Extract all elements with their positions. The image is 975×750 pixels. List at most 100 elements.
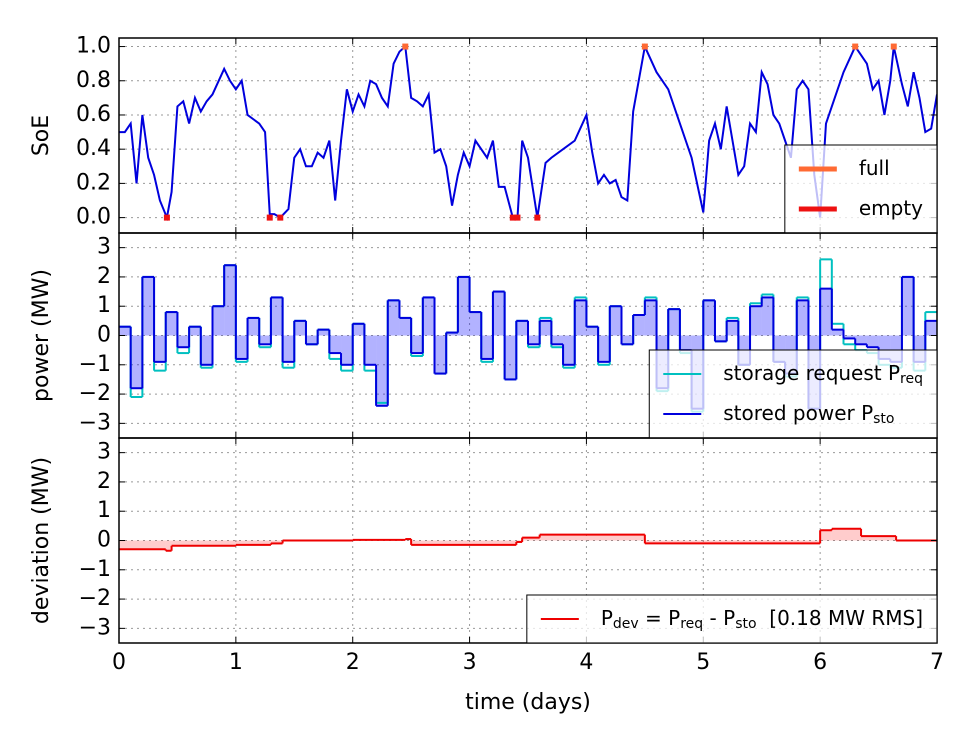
- marker: [514, 214, 521, 221]
- x-tick-label: 0: [112, 650, 126, 675]
- fill-area: [878, 335, 891, 359]
- fill-area: [189, 326, 201, 336]
- legend-box: [526, 594, 938, 644]
- y-tick-label: 2: [97, 469, 111, 494]
- marker: [852, 43, 859, 50]
- fill-area: [890, 335, 902, 362]
- fill-area: [539, 534, 645, 541]
- marker: [534, 214, 541, 221]
- fill-area: [773, 335, 786, 362]
- legend-box: [648, 349, 938, 439]
- x-tick-label: 7: [930, 650, 944, 675]
- fill-area: [212, 306, 225, 336]
- fill-area: [224, 265, 236, 336]
- legend: Pdev = Preq - Psto [0.18 MW RMS]: [526, 594, 938, 644]
- legend-text: storage request P: [723, 361, 900, 385]
- fill-area: [563, 335, 575, 365]
- fill-area: [305, 335, 318, 345]
- marker: [402, 43, 409, 50]
- fill-area: [831, 528, 862, 541]
- y-tick-label: −3: [79, 410, 111, 435]
- fill-area: [422, 297, 435, 336]
- legend-label: empty: [859, 196, 923, 220]
- fill-area: [913, 335, 926, 362]
- fill-area: [364, 335, 377, 365]
- fill-area: [446, 332, 458, 336]
- legend-label: storage request Preq: [723, 361, 923, 388]
- fill-area: [200, 335, 213, 365]
- x-tick-label: 3: [463, 650, 477, 675]
- fill-area: [726, 320, 739, 336]
- fill-area: [539, 320, 552, 336]
- y-tick-label: 0.6: [76, 102, 111, 127]
- y-axis-label: power (MW): [29, 269, 54, 402]
- y-tick-label: −1: [79, 557, 111, 582]
- legend-box: [784, 144, 938, 234]
- fill-area: [247, 317, 260, 336]
- fill-area: [352, 323, 365, 336]
- plot-area: [119, 38, 937, 233]
- legend-text-part: [0.18 MW RMS]: [757, 606, 923, 630]
- fill-area: [457, 276, 470, 336]
- fill-area: [843, 335, 856, 339]
- y-tick-label: 1.0: [76, 34, 111, 59]
- fill-area: [154, 335, 166, 362]
- fill-area: [270, 540, 283, 544]
- y-tick-label: 1: [97, 498, 111, 523]
- marker: [890, 43, 897, 50]
- y-tick-label: 0.8: [76, 68, 111, 93]
- fill-area: [492, 291, 505, 336]
- y-tick-label: −2: [79, 586, 111, 611]
- legend-text: full: [859, 156, 890, 180]
- fill-area: [165, 312, 178, 336]
- fill-area: [901, 276, 914, 336]
- fill-area: [574, 300, 587, 336]
- legend-subscript: req: [900, 371, 923, 387]
- y-axis-label: SoE: [29, 115, 54, 156]
- fill-area: [119, 540, 166, 550]
- legend-text: stored power P: [723, 401, 873, 425]
- fill-area: [644, 540, 821, 544]
- fill-area: [142, 276, 155, 336]
- fill-area: [399, 317, 412, 336]
- fill-area: [668, 309, 680, 336]
- fill-area: [855, 335, 867, 345]
- y-tick-label: 1: [97, 293, 111, 318]
- fill-area: [411, 335, 423, 354]
- fill-area: [761, 297, 774, 336]
- fill-area: [621, 335, 634, 345]
- y-axis-label: deviation (MW): [29, 457, 54, 624]
- legend: storage request Preq stored power Psto: [648, 349, 938, 439]
- marker: [266, 214, 273, 221]
- y-tick-label: 0.2: [76, 170, 111, 195]
- y-tick-label: 0: [97, 323, 111, 348]
- soe-line: [119, 43, 937, 222]
- y-tick-label: 3: [97, 440, 111, 465]
- fill-area: [750, 306, 762, 336]
- x-tick-label: 2: [346, 650, 360, 675]
- x-tick-label: 6: [813, 650, 827, 675]
- fill-area: [329, 335, 342, 354]
- legend-text-part: = P: [639, 606, 681, 630]
- legend-label: full: [859, 156, 890, 180]
- x-axis-label: time (days): [465, 690, 591, 715]
- x-tick-label: 4: [579, 650, 593, 675]
- legend-label: Pdev = Preq - Psto [0.18 MW RMS]: [601, 606, 923, 633]
- fill-area: [633, 315, 645, 336]
- fill-area: [598, 335, 610, 362]
- fill-area: [586, 326, 599, 336]
- fill-area: [119, 326, 131, 336]
- y-tick-label: 0.4: [76, 136, 111, 161]
- fill-area: [171, 540, 236, 546]
- marker: [641, 43, 648, 50]
- fill-area: [528, 335, 540, 345]
- y-tick-label: −1: [79, 352, 111, 377]
- fill-area: [609, 306, 622, 336]
- fill-area: [861, 536, 897, 541]
- marker: [509, 214, 516, 221]
- fill-area: [387, 300, 400, 336]
- fill-area: [551, 335, 564, 345]
- fill-area: [376, 335, 388, 406]
- fill-area: [270, 297, 283, 336]
- fill-area: [831, 329, 844, 336]
